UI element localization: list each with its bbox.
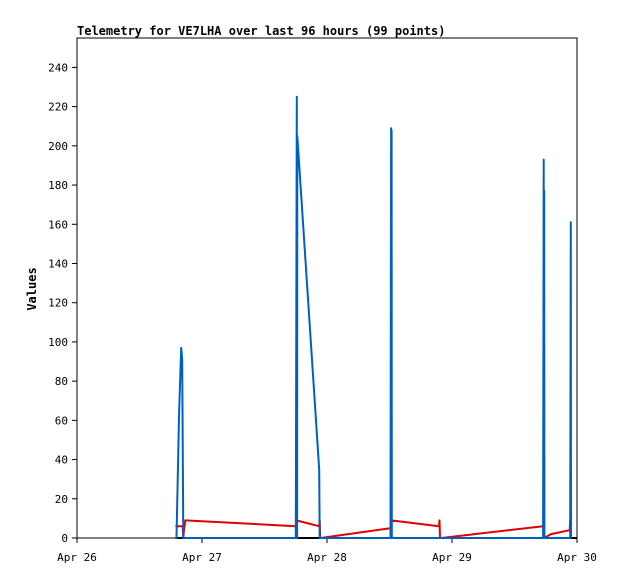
y-tick-label: 80 [55, 375, 68, 388]
chart-title: Telemetry for VE7LHA over last 96 hours … [77, 24, 445, 38]
y-tick-label: 0 [61, 532, 68, 545]
x-tick-label: Apr 27 [182, 551, 222, 564]
y-tick-label: 160 [48, 218, 68, 231]
y-tick-label: 40 [55, 454, 68, 467]
y-tick-label: 200 [48, 140, 68, 153]
series-line-2 [175, 95, 572, 539]
x-tick-label: Apr 28 [307, 551, 347, 564]
y-tick-label: 240 [48, 61, 68, 74]
plot-area: 0 20 40 60 80 100 120 140 160 180 200 220 240 Apr 26 A… [48, 37, 597, 564]
y-tick-label: 100 [48, 336, 68, 349]
x-tick-label: Apr 29 [432, 551, 472, 564]
y-axis-label: Values [25, 267, 39, 310]
x-tick-label: Apr 26 [57, 551, 97, 564]
y-tick-label: 20 [55, 493, 68, 506]
y-tick-label: 220 [48, 101, 68, 114]
y-tick-label: 140 [48, 257, 68, 270]
y-tick-label: 120 [48, 297, 68, 310]
y-tick-label: 60 [55, 414, 68, 427]
x-tick-label: Apr 30 [557, 551, 597, 564]
y-tick-label: 180 [48, 179, 68, 192]
